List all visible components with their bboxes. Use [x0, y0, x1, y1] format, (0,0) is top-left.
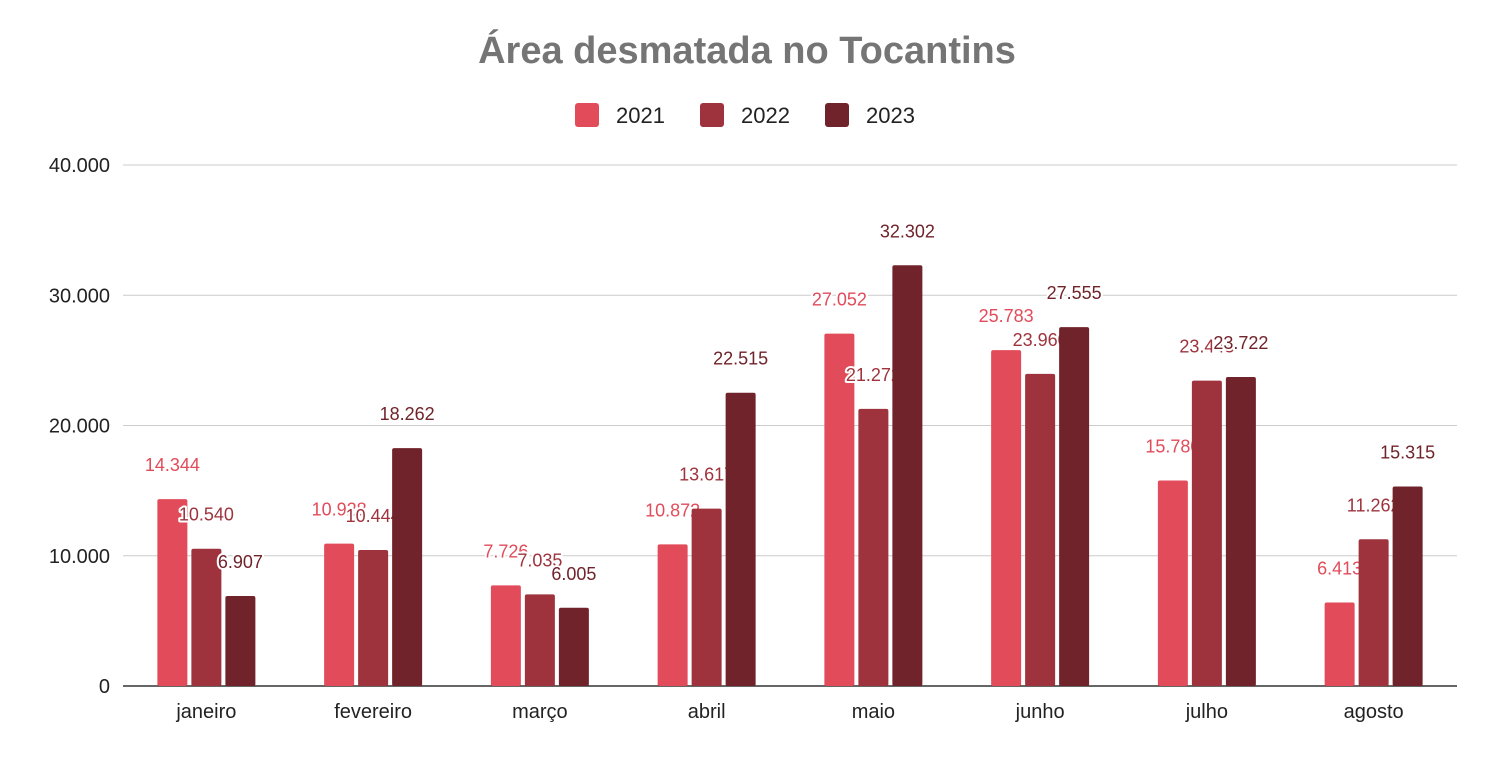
data-label: 32.302: [880, 221, 935, 241]
bar: [1225, 377, 1256, 686]
y-tick-label: 40.000: [49, 155, 110, 177]
data-label: 10.540: [179, 505, 234, 525]
bar: [725, 392, 756, 686]
data-label: 27.052: [812, 290, 867, 310]
x-tick-label: maio: [852, 701, 895, 723]
chart-title: Área desmatada no Tocantins: [478, 30, 1016, 72]
bar: [191, 548, 222, 686]
bar: [1392, 486, 1423, 686]
bar: [824, 333, 855, 686]
bar: [1191, 380, 1222, 686]
bar: [490, 585, 521, 686]
data-label: 18.262: [380, 404, 435, 424]
bar: [657, 544, 688, 686]
legend-label: 2021: [616, 103, 665, 128]
data-label: 6.005: [551, 564, 596, 584]
x-tick-label: fevereiro: [334, 701, 412, 723]
x-tick-label: março: [512, 701, 568, 723]
data-label: 15.315: [1380, 443, 1435, 463]
bar: [225, 596, 256, 686]
bar: [358, 549, 389, 686]
x-tick-label: abril: [688, 701, 726, 723]
data-label: 7.035: [517, 550, 562, 570]
bar: [1358, 539, 1389, 686]
bar: [991, 350, 1022, 686]
data-label: 6.413: [1317, 558, 1362, 578]
y-tick-label: 0: [99, 676, 110, 698]
data-label: 7.726: [483, 541, 528, 561]
bar: [858, 408, 889, 686]
data-label: 14.344: [145, 455, 200, 475]
bar: [1025, 373, 1056, 686]
legend-swatch: [700, 103, 724, 127]
bar: [1157, 480, 1188, 686]
legend-label: 2023: [866, 103, 915, 128]
data-label: 25.783: [979, 306, 1034, 326]
legend-swatch: [575, 103, 599, 127]
bar: [892, 265, 923, 686]
bar: [691, 508, 722, 686]
x-tick-label: julho: [1185, 701, 1228, 723]
data-label: 23.443: [1179, 337, 1234, 357]
x-tick-label: junho: [1015, 701, 1065, 723]
bar: [524, 594, 555, 686]
data-label: 10.928: [312, 500, 367, 520]
data-label: 22.515: [713, 349, 768, 369]
bar: [392, 448, 423, 686]
y-tick-label: 30.000: [49, 285, 110, 307]
data-label: 6.907: [218, 552, 263, 572]
bar: [157, 499, 188, 686]
x-tick-label: agosto: [1344, 701, 1404, 723]
y-tick-label: 10.000: [49, 546, 110, 568]
legend-label: 2022: [741, 103, 790, 128]
legend-swatch: [825, 103, 849, 127]
x-tick-label: janeiro: [175, 701, 236, 723]
bar: [1059, 327, 1090, 686]
y-tick-label: 20.000: [49, 416, 110, 438]
bar: [324, 543, 355, 686]
data-label: 27.555: [1047, 283, 1102, 303]
bar: [1324, 602, 1355, 686]
bar: [558, 607, 589, 686]
data-label: 11.262: [1347, 495, 1401, 515]
data-label: 23.722: [1213, 333, 1268, 353]
